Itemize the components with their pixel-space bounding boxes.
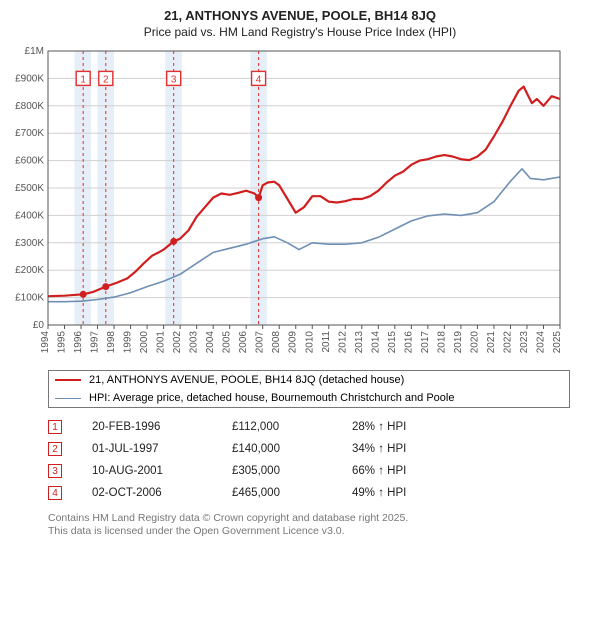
- event-row-marker: 1: [48, 420, 62, 434]
- y-tick-label: £200K: [15, 265, 44, 276]
- event-row-pct: 49% ↑ HPI: [352, 487, 492, 499]
- x-tick-label: 2008: [271, 331, 282, 354]
- event-row-date: 01-JUL-1997: [92, 443, 232, 455]
- event-row-date: 02-OCT-2006: [92, 487, 232, 499]
- legend-label: 21, ANTHONYS AVENUE, POOLE, BH14 8JQ (de…: [89, 374, 404, 386]
- x-tick-label: 2015: [387, 331, 398, 354]
- x-tick-label: 2016: [403, 331, 414, 354]
- event-row: 2 01-JUL-1997£140,00034% ↑ HPI: [48, 438, 568, 460]
- x-tick-label: 2014: [370, 331, 381, 354]
- event-row: 3 10-AUG-2001£305,00066% ↑ HPI: [48, 460, 568, 482]
- x-tick-label: 2010: [304, 331, 315, 354]
- event-row-date: 10-AUG-2001: [92, 465, 232, 477]
- legend-swatch: [55, 379, 81, 381]
- event-row-marker: 3: [48, 464, 62, 478]
- chart-container: 21, ANTHONYS AVENUE, POOLE, BH14 8JQ Pri…: [0, 0, 600, 544]
- event-marker-number: 4: [256, 74, 262, 85]
- x-tick-label: 1997: [90, 331, 101, 354]
- footnote: Contains HM Land Registry data © Crown c…: [48, 512, 568, 538]
- x-tick-label: 2023: [519, 331, 530, 354]
- y-tick-label: £500K: [15, 183, 44, 194]
- x-tick-label: 2018: [436, 331, 447, 354]
- sale-dot: [80, 291, 87, 298]
- y-tick-label: £800K: [15, 101, 44, 112]
- event-marker-number: 1: [80, 74, 86, 85]
- footnote-line: Contains HM Land Registry data © Crown c…: [48, 512, 568, 525]
- legend-row: 21, ANTHONYS AVENUE, POOLE, BH14 8JQ (de…: [49, 371, 569, 389]
- chart-legend: 21, ANTHONYS AVENUE, POOLE, BH14 8JQ (de…: [48, 370, 570, 408]
- x-tick-label: 2020: [469, 331, 480, 354]
- y-tick-label: £600K: [15, 156, 44, 167]
- x-tick-label: 1994: [40, 331, 51, 354]
- sale-dot: [170, 238, 177, 245]
- x-tick-label: 1999: [123, 331, 134, 354]
- chart-subtitle: Price paid vs. HM Land Registry's House …: [10, 25, 590, 39]
- event-marker-number: 3: [171, 74, 177, 85]
- x-tick-label: 2005: [222, 331, 233, 354]
- legend-row: HPI: Average price, detached house, Bour…: [49, 389, 569, 407]
- sale-dot: [102, 283, 109, 290]
- x-tick-label: 1996: [73, 331, 84, 354]
- event-row-price: £140,000: [232, 443, 352, 455]
- x-tick-label: 1995: [57, 331, 68, 354]
- events-table: 1 20-FEB-1996£112,00028% ↑ HPI 2 01-JUL-199…: [48, 416, 568, 504]
- x-tick-label: 2003: [189, 331, 200, 354]
- y-tick-label: £1M: [25, 46, 44, 57]
- sale-dot: [255, 194, 262, 201]
- x-tick-label: 2009: [288, 331, 299, 354]
- x-tick-label: 2025: [552, 331, 563, 354]
- y-tick-label: £0: [33, 320, 45, 331]
- chart-titles: 21, ANTHONYS AVENUE, POOLE, BH14 8JQ Pri…: [10, 8, 590, 39]
- event-row: 4 02-OCT-2006£465,00049% ↑ HPI: [48, 482, 568, 504]
- x-tick-label: 2024: [535, 331, 546, 354]
- event-row-date: 20-FEB-1996: [92, 421, 232, 433]
- x-tick-label: 2007: [255, 331, 266, 354]
- x-tick-label: 2022: [502, 331, 513, 354]
- chart-plot: 1 2 3 4 £0 £100K £200K £300K £400K £500K £600K £700…: [10, 45, 590, 360]
- chart-svg: 1 2 3 4 £0 £100K £200K £300K £400K £500K £600K £700…: [10, 45, 570, 355]
- event-row-marker: 4: [48, 486, 62, 500]
- y-tick-label: £100K: [15, 293, 44, 304]
- x-tick-label: 2000: [139, 331, 150, 354]
- event-row-pct: 66% ↑ HPI: [352, 465, 492, 477]
- footnote-line: This data is licensed under the Open Gov…: [48, 525, 568, 538]
- event-row-price: £465,000: [232, 487, 352, 499]
- event-row-price: £112,000: [232, 421, 352, 433]
- legend-label: HPI: Average price, detached house, Bour…: [89, 392, 454, 404]
- y-tick-label: £400K: [15, 210, 44, 221]
- x-tick-label: 2021: [486, 331, 497, 354]
- x-tick-label: 2013: [354, 331, 365, 354]
- x-tick-label: 2001: [156, 331, 167, 354]
- x-tick-label: 2006: [238, 331, 249, 354]
- x-tick-label: 2012: [337, 331, 348, 354]
- chart-title: 21, ANTHONYS AVENUE, POOLE, BH14 8JQ: [10, 8, 590, 23]
- x-tick-label: 2011: [321, 331, 332, 353]
- y-tick-label: £900K: [15, 73, 44, 84]
- event-row-marker: 2: [48, 442, 62, 456]
- x-tick-label: 2019: [453, 331, 464, 354]
- legend-swatch: [55, 398, 81, 399]
- x-tick-label: 2002: [172, 331, 183, 354]
- x-tick-label: 2004: [205, 331, 216, 354]
- y-tick-label: £300K: [15, 238, 44, 249]
- event-row-pct: 34% ↑ HPI: [352, 443, 492, 455]
- y-tick-label: £700K: [15, 128, 44, 139]
- event-marker-number: 2: [103, 74, 109, 85]
- x-tick-label: 2017: [420, 331, 431, 354]
- event-row: 1 20-FEB-1996£112,00028% ↑ HPI: [48, 416, 568, 438]
- event-row-pct: 28% ↑ HPI: [352, 421, 492, 433]
- x-tick-label: 1998: [106, 331, 117, 354]
- event-row-price: £305,000: [232, 465, 352, 477]
